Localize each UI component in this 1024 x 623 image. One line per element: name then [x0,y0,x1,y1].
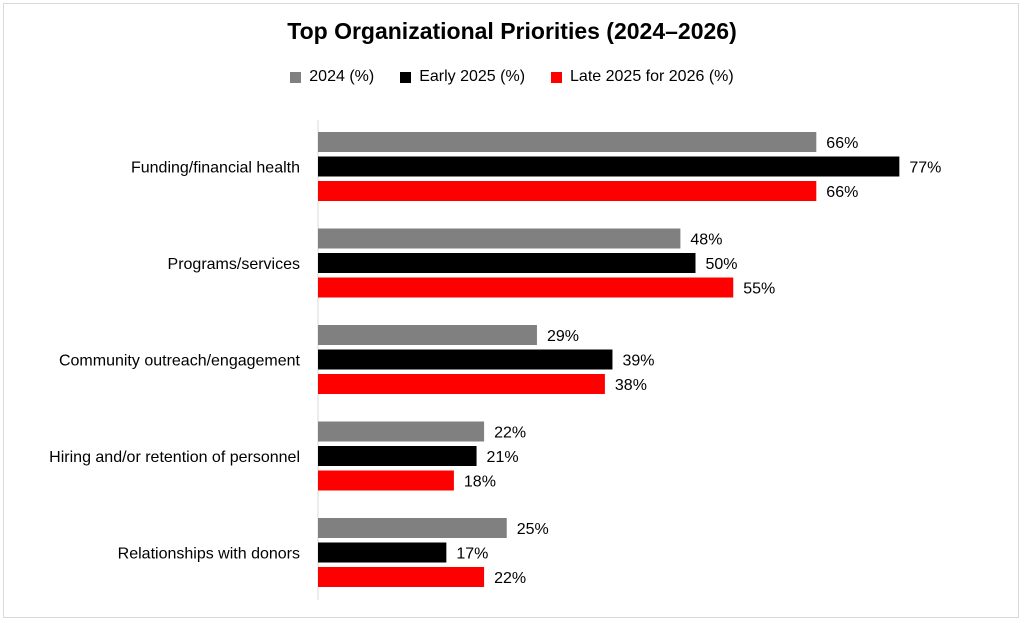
chart-title: Top Organizational Priorities (2024–2026… [287,18,737,44]
legend-item-late-2025: Late 2025 for 2026 (%) [551,68,734,86]
chart-frame [3,3,1019,618]
bar [318,518,507,538]
category-label: Funding/financial health [131,160,300,177]
data-label: 25% [517,521,549,538]
bar [318,542,447,563]
bar [318,253,696,273]
legend-item-early-2025: Early 2025 (%) [400,68,525,86]
legend-swatch-2024 [290,71,302,83]
legend-swatch-late-2025 [551,71,563,83]
category-label: Hiring and/or retention of personnel [49,449,300,466]
bar [318,374,605,394]
bar [318,470,454,491]
data-label: 22% [494,425,526,442]
legend-swatch-early-2025 [400,71,412,83]
data-label: 39% [622,353,654,370]
category-label: Relationships with donors [118,546,300,563]
bar [318,325,537,345]
bar [318,349,613,370]
category-label: Community outreach/engagement [59,353,301,370]
data-label: 29% [547,328,579,345]
chart-legend: 2024 (%) Early 2025 (%) Late 2025 for 20… [0,68,1024,86]
bar [318,567,485,587]
bar [318,228,681,249]
data-label: 48% [690,232,722,249]
data-label: 55% [743,281,775,298]
data-label: 22% [494,570,526,587]
category-label: Programs/services [168,256,300,273]
bar [318,421,485,442]
data-label: 77% [909,160,941,177]
data-label: 50% [706,256,738,273]
data-label: 21% [487,449,519,466]
data-label: 66% [826,135,858,152]
legend-label-late-2025: Late 2025 for 2026 (%) [570,68,734,85]
data-label: 38% [615,377,647,394]
bar [318,156,900,177]
data-label: 17% [456,546,488,563]
bar [318,132,817,152]
bar [318,181,817,201]
bar [318,446,477,466]
legend-label-2024: 2024 (%) [309,68,375,85]
legend-label-early-2025: Early 2025 (%) [419,68,526,85]
legend-item-2024: 2024 (%) [290,68,374,86]
data-label: 18% [464,474,496,491]
bar [318,277,734,298]
data-label: 66% [826,184,858,201]
